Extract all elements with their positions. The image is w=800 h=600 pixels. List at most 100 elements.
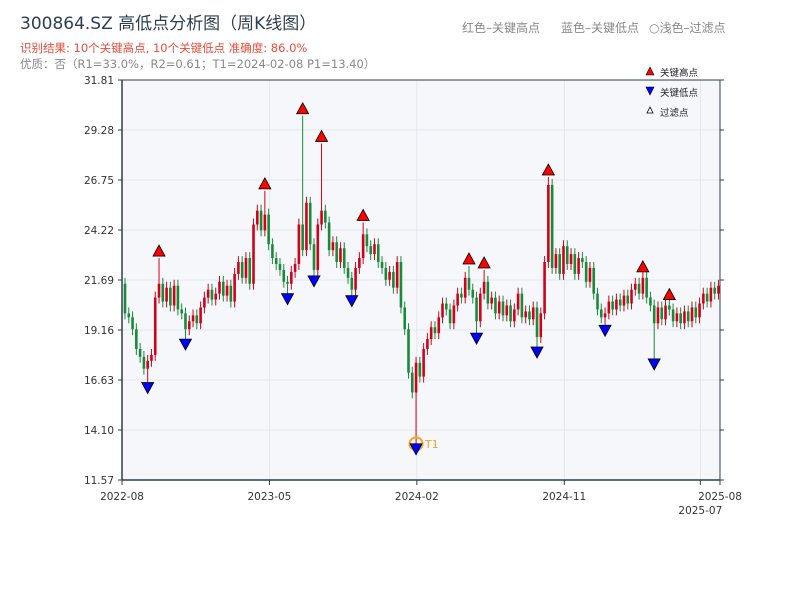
candle-body bbox=[656, 307, 660, 324]
candle-body bbox=[407, 329, 410, 373]
key-high-marker bbox=[295, 101, 310, 115]
y-tick-label: 29.28 bbox=[84, 125, 114, 137]
candle-body bbox=[603, 313, 607, 318]
key-high-marker bbox=[258, 177, 272, 190]
candle-body bbox=[259, 210, 263, 231]
result-summary: 识别结果: 10个关键高点, 10个关键低点 准确度: 86.0% bbox=[20, 41, 308, 55]
candle-body bbox=[630, 289, 633, 304]
candle-body bbox=[717, 285, 720, 294]
key-high-marker bbox=[541, 163, 556, 176]
hint-filtered: ○浅色–过滤点 bbox=[649, 21, 726, 35]
candle-body bbox=[308, 202, 312, 245]
candle-body bbox=[184, 313, 187, 330]
candle-body bbox=[671, 309, 675, 322]
key-high-marker bbox=[356, 208, 370, 221]
candle-body bbox=[429, 327, 433, 340]
candle-body bbox=[441, 303, 444, 318]
candle-body bbox=[637, 283, 641, 294]
candle-body bbox=[479, 293, 482, 322]
key-low-marker bbox=[141, 382, 155, 395]
candle-body bbox=[634, 283, 637, 290]
candle-body bbox=[535, 307, 539, 338]
candle-body bbox=[615, 299, 618, 310]
key-high-marker bbox=[636, 260, 650, 273]
candle-body bbox=[150, 354, 153, 361]
candle-body bbox=[256, 210, 259, 225]
candle-body bbox=[180, 309, 183, 314]
candle-body bbox=[426, 339, 429, 349]
candle-body bbox=[460, 293, 463, 298]
candle-body bbox=[573, 254, 577, 274]
candle-body bbox=[486, 281, 490, 304]
candle-body bbox=[206, 289, 210, 298]
y-tick-label: 21.69 bbox=[84, 275, 114, 287]
candle-body bbox=[581, 258, 584, 263]
candle-body bbox=[350, 277, 354, 290]
candle-body bbox=[702, 293, 705, 304]
candle-body bbox=[365, 234, 369, 247]
candle-body bbox=[376, 244, 380, 263]
hint-blue-low: 蓝色–关键低点 bbox=[561, 21, 640, 35]
candle-body bbox=[622, 295, 626, 306]
candle-body bbox=[225, 285, 229, 296]
legend-low-icon bbox=[645, 86, 655, 96]
candle-body bbox=[146, 360, 149, 369]
legend-filtered-label: 过滤点 bbox=[660, 107, 689, 119]
candle-body bbox=[218, 281, 221, 294]
candle-body bbox=[626, 295, 630, 304]
candle-body bbox=[713, 287, 716, 294]
candle-body bbox=[267, 214, 270, 245]
key-low-marker bbox=[345, 295, 359, 308]
key-low-marker bbox=[280, 293, 295, 306]
candle-body bbox=[342, 248, 346, 268]
candle-body bbox=[494, 297, 497, 314]
candle-body bbox=[463, 277, 467, 298]
candle-body bbox=[524, 311, 527, 318]
candle-body bbox=[490, 297, 493, 304]
key-high-marker bbox=[462, 252, 476, 265]
legend-high-label: 关键高点 bbox=[660, 67, 699, 79]
x-tick-label: 2024-11 bbox=[542, 491, 586, 503]
candle-body bbox=[698, 303, 701, 318]
candle-body bbox=[565, 246, 569, 264]
x-tick-label: 2025-08 bbox=[698, 491, 742, 503]
candle-body bbox=[562, 246, 565, 274]
candle-body bbox=[274, 258, 278, 264]
candle-body bbox=[414, 362, 418, 393]
candle-body bbox=[664, 305, 667, 320]
candle-body bbox=[509, 305, 512, 322]
candle-body bbox=[588, 267, 592, 282]
candle-body bbox=[237, 262, 240, 274]
candle-body bbox=[645, 277, 648, 298]
candle-body bbox=[410, 372, 414, 393]
y-tick-label: 26.75 bbox=[84, 175, 114, 187]
candle-body bbox=[403, 307, 407, 330]
candle-body bbox=[293, 263, 297, 272]
key-low-marker bbox=[409, 443, 423, 456]
candle-body bbox=[271, 244, 274, 259]
key-low-marker bbox=[469, 332, 484, 345]
y-tick-label: 14.10 bbox=[84, 425, 114, 437]
key-low-marker bbox=[307, 275, 321, 288]
y-tick-label: 24.22 bbox=[84, 225, 114, 237]
candle-body bbox=[543, 262, 546, 314]
candle-body bbox=[335, 242, 338, 263]
candle-body bbox=[203, 297, 206, 308]
candle-body bbox=[437, 317, 441, 334]
key-low-marker bbox=[530, 346, 544, 359]
candle-body bbox=[153, 297, 157, 355]
candle-body bbox=[135, 329, 138, 349]
candle-body bbox=[229, 285, 233, 302]
candle-body bbox=[138, 348, 142, 357]
candle-body bbox=[214, 293, 218, 300]
candle-body bbox=[327, 222, 331, 251]
candle-body bbox=[282, 269, 286, 282]
candle-body bbox=[456, 293, 459, 306]
candle-body bbox=[373, 244, 376, 255]
candle-body bbox=[422, 348, 425, 377]
y-tick-label: 11.57 bbox=[84, 475, 114, 487]
candle-body bbox=[278, 263, 282, 270]
candle-body bbox=[312, 244, 316, 270]
candle-body bbox=[675, 313, 679, 322]
